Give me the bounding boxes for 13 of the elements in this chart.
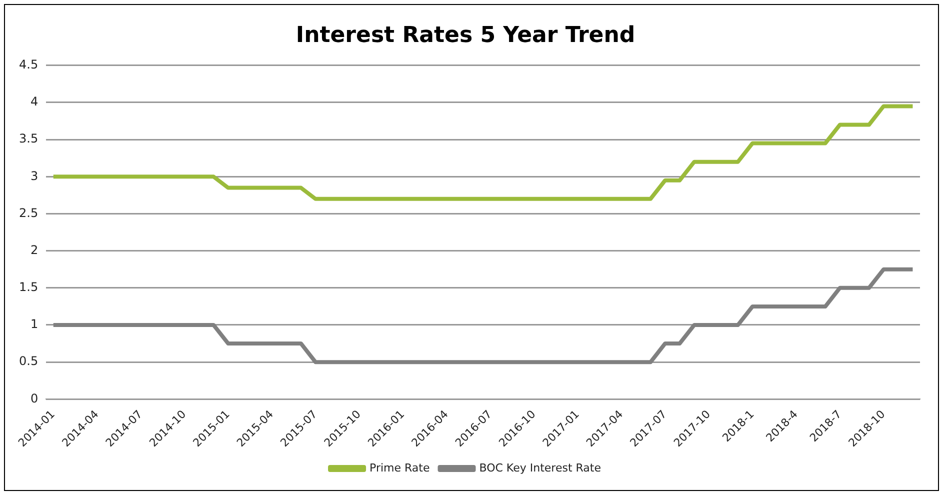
- legend-label: BOC Key Interest Rate: [479, 461, 602, 474]
- y-tick-label: 1: [30, 317, 38, 332]
- y-tick-label: 0.5: [18, 354, 38, 368]
- y-tick-label: 2.5: [18, 206, 38, 220]
- y-tick-label: 0: [30, 391, 38, 406]
- legend-label: Prime Rate: [370, 461, 430, 474]
- chart-title: Interest Rates 5 Year Trend: [296, 22, 636, 48]
- y-tick-label: 1.5: [18, 280, 38, 294]
- y-tick-label: 4: [30, 94, 38, 109]
- y-tick-label: 3.5: [18, 132, 38, 146]
- y-tick-label: 2: [30, 242, 38, 257]
- y-tick-label: 4.5: [18, 58, 38, 72]
- y-tick-label: 3: [30, 168, 38, 183]
